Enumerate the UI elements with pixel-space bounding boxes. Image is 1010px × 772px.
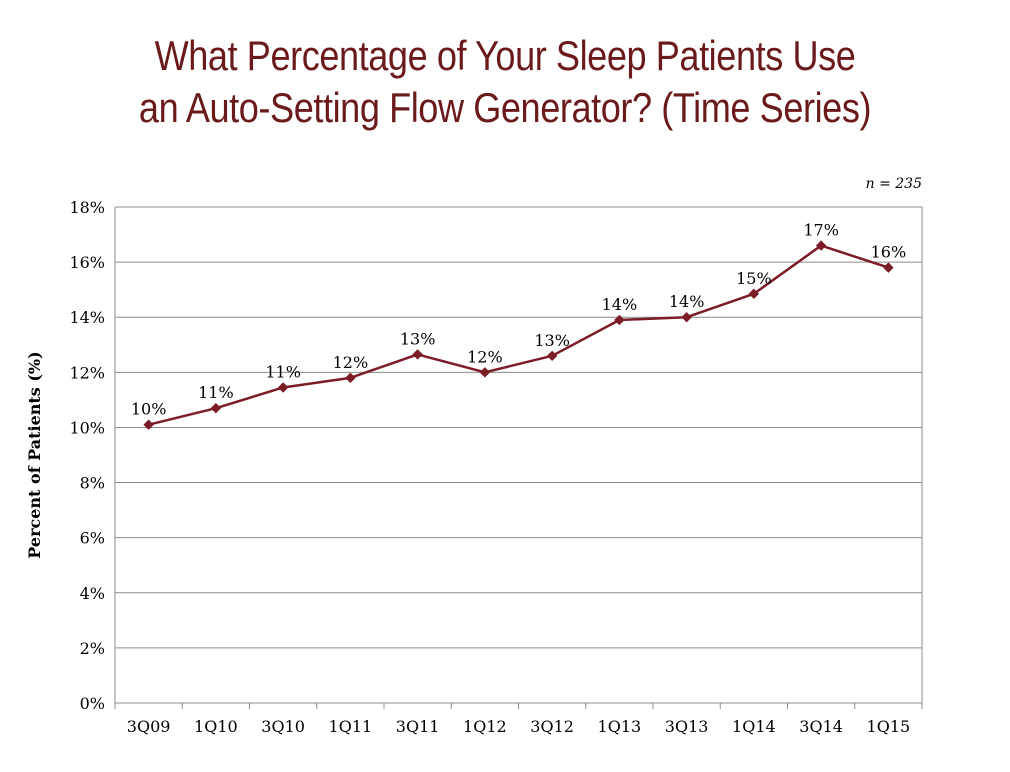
y-tick-label: 0% — [80, 694, 105, 713]
y-tick-label: 14% — [69, 308, 105, 327]
data-point-marker — [412, 349, 423, 360]
data-label: 12% — [467, 347, 503, 366]
data-label: 15% — [736, 269, 772, 288]
data-point-marker — [883, 262, 894, 273]
x-tick-label: 1Q14 — [732, 717, 776, 736]
data-point-marker — [210, 402, 222, 414]
y-tick-label: 18% — [69, 198, 105, 217]
x-tick-label: 3Q14 — [799, 717, 843, 736]
y-axis-title: Percent of Patients (%) — [25, 351, 44, 558]
x-tick-label: 1Q12 — [463, 717, 507, 736]
x-tick-label: 3Q09 — [127, 717, 171, 736]
data-label: 11% — [198, 383, 234, 402]
slide-title: What Percentage of Your Sleep Patients U… — [71, 30, 940, 134]
series-line — [148, 244, 889, 426]
data-label: 14% — [602, 295, 638, 314]
data-point-marker — [345, 372, 356, 384]
y-tick-label: 12% — [69, 363, 105, 382]
data-label: 13% — [534, 331, 570, 350]
data-point-marker — [479, 367, 491, 378]
data-point-marker — [143, 419, 154, 430]
sample-size-note: n = 235 — [865, 176, 922, 192]
y-tick-label: 4% — [80, 584, 105, 603]
x-tick-label: 1Q13 — [598, 717, 642, 736]
gridlines — [115, 206, 922, 649]
x-tick-label: 3Q10 — [261, 717, 305, 736]
data-label: 11% — [265, 362, 301, 381]
data-point-marker — [681, 312, 692, 323]
data-labels: 10% 11% 11% 12% 13% 12% 13% 14% 14% 15% 17% 16% — [131, 221, 906, 419]
y-tick-label: 2% — [80, 639, 105, 658]
slide-title-line-2: an Auto-Setting Flow Generator? (Time Se… — [138, 84, 872, 131]
data-label: 10% — [131, 400, 167, 419]
data-label: 16% — [871, 243, 907, 262]
data-label: 17% — [803, 221, 839, 240]
data-label: 14% — [669, 292, 705, 311]
y-tick-label: 6% — [80, 529, 105, 548]
data-point-marker — [277, 382, 289, 393]
x-tick-label: 3Q12 — [530, 717, 574, 736]
axes: 0% 2% 4% 6% 8% 10% 12% 14% 16% 18% 3Q09 1Q10 3Q10 1Q1… — [69, 198, 923, 736]
slide-title-line-1: What Percentage of Your Sleep Patients U… — [154, 32, 856, 79]
data-point-marker — [748, 288, 760, 300]
series — [143, 240, 894, 430]
x-tick-label: 1Q11 — [329, 717, 373, 736]
y-tick-label: 16% — [69, 253, 105, 272]
x-tick-label: 3Q13 — [665, 717, 709, 736]
data-point-marker — [614, 314, 625, 326]
x-tick-label: 1Q10 — [194, 717, 238, 736]
y-tick-label: 8% — [80, 474, 105, 493]
data-point-marker — [546, 350, 558, 362]
data-label: 12% — [333, 353, 369, 372]
y-tick-label: 10% — [69, 418, 105, 437]
x-tick-label: 1Q15 — [867, 717, 911, 736]
data-label: 13% — [400, 329, 436, 348]
x-tick-label: 3Q11 — [396, 717, 440, 736]
data-point-marker — [815, 240, 827, 251]
